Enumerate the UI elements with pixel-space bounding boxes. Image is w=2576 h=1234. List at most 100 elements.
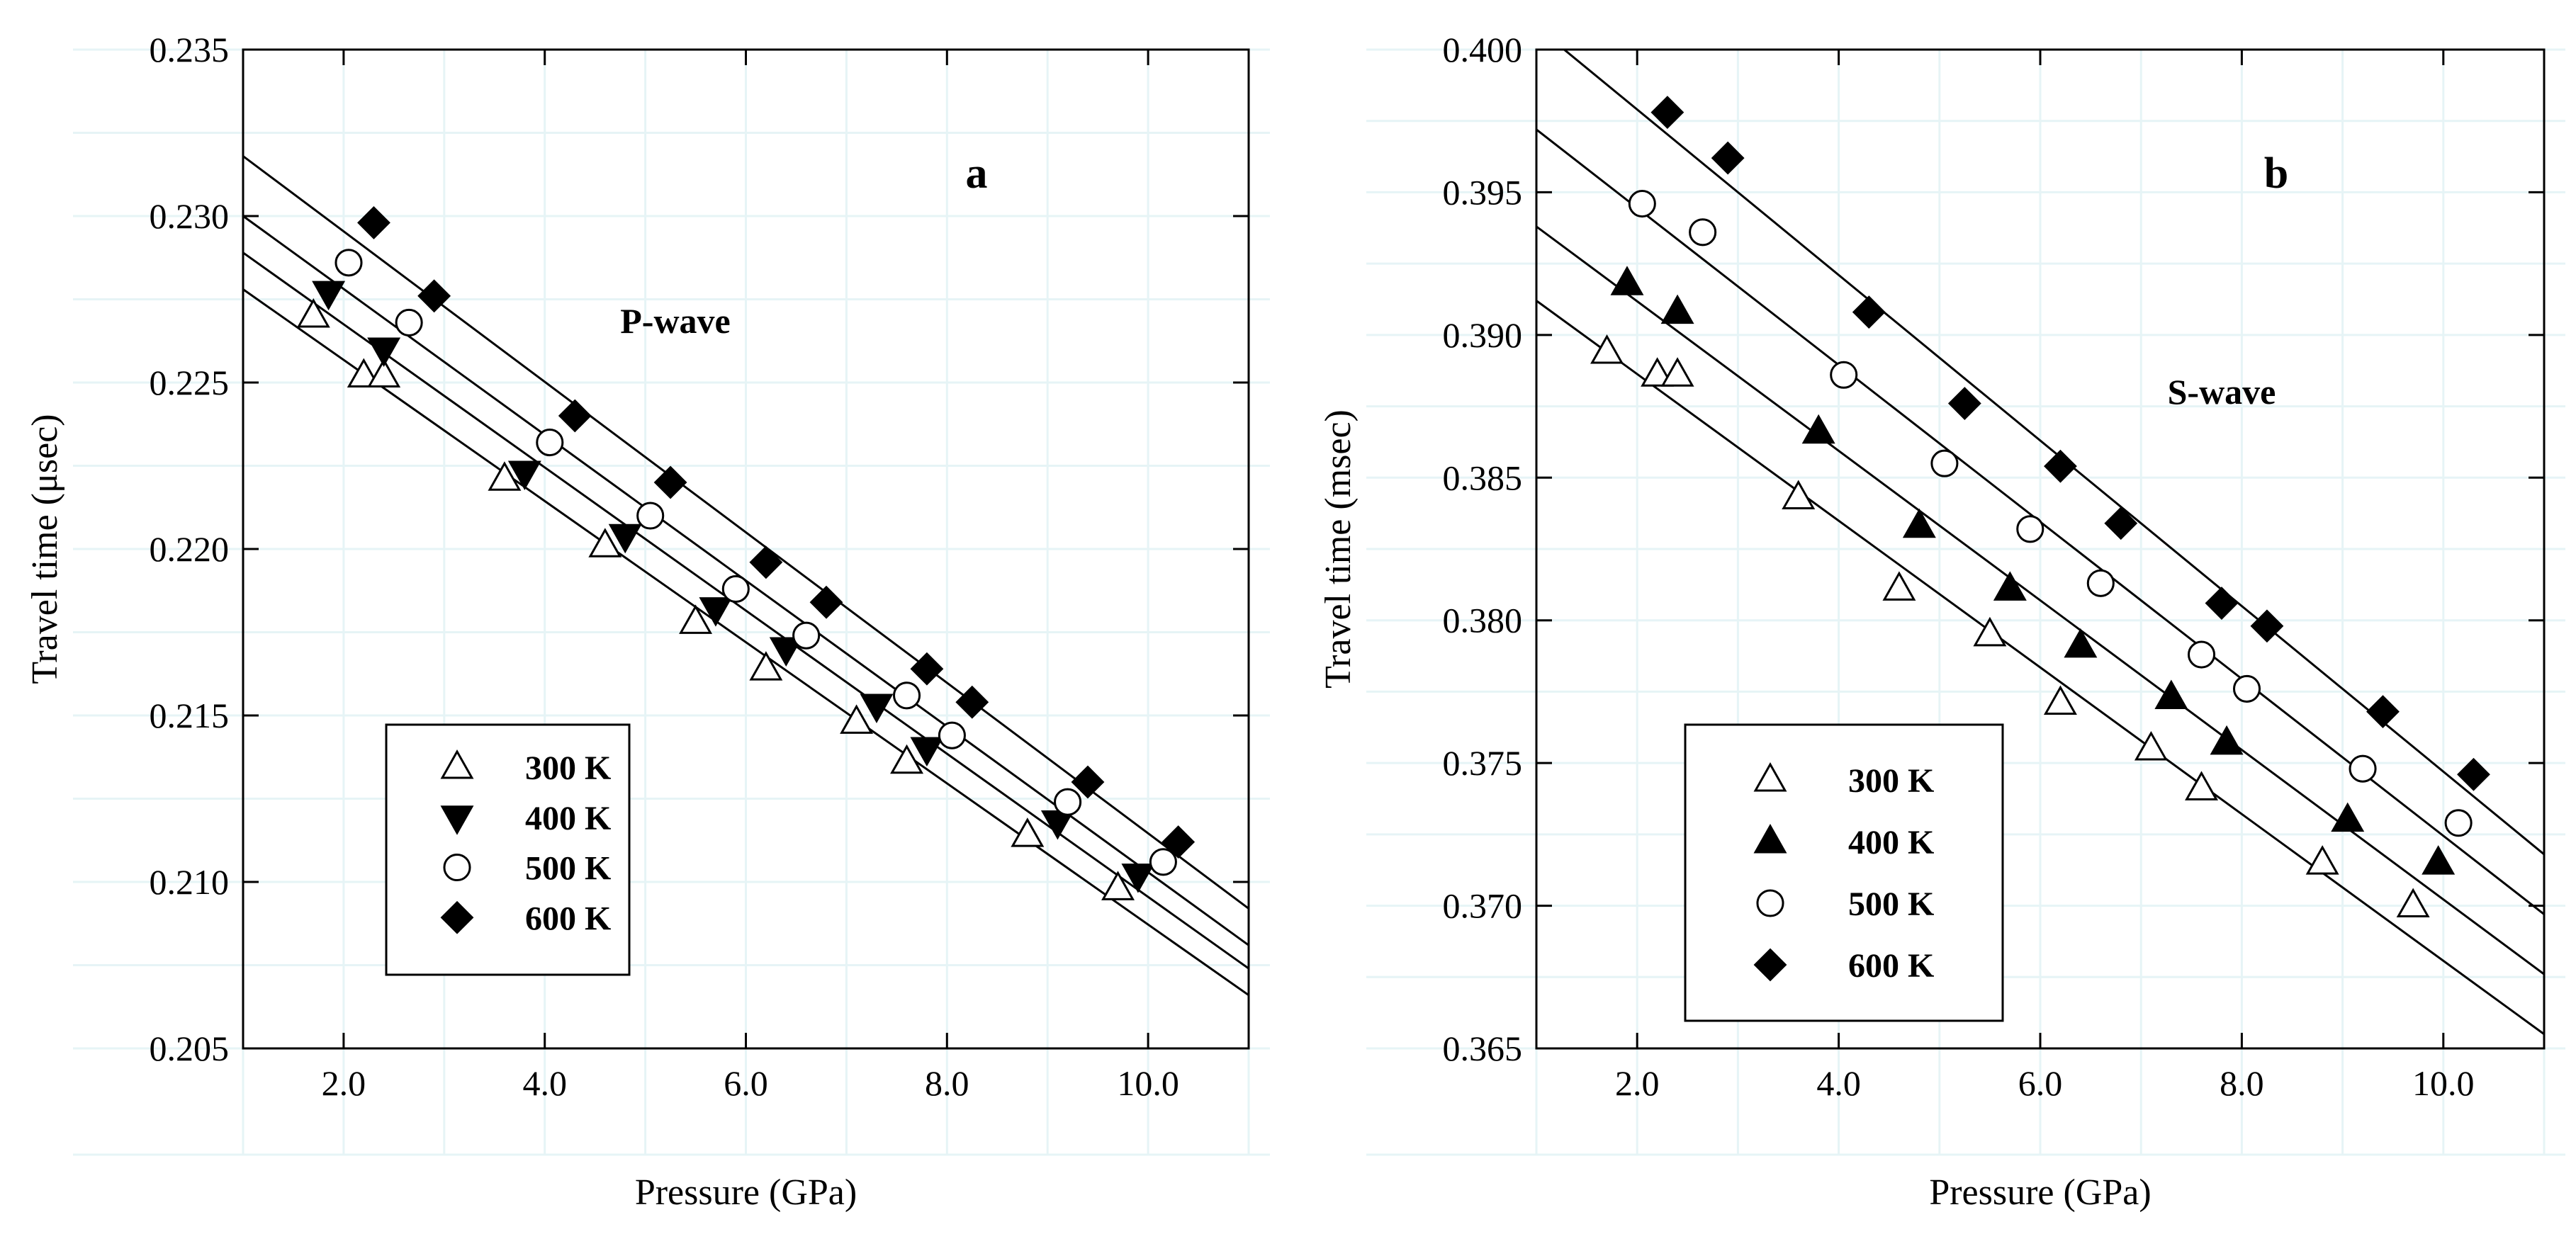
data-point bbox=[1149, 848, 1177, 876]
data-point bbox=[608, 523, 642, 554]
x-tick-label: 10.0 bbox=[1117, 1063, 1179, 1103]
data-point bbox=[749, 545, 783, 579]
data-point bbox=[2457, 757, 2490, 791]
y-axis-label: Travel time (μsec) bbox=[25, 414, 65, 684]
series-500k bbox=[1628, 190, 2473, 837]
series-600k bbox=[1650, 96, 2490, 791]
series-500k bbox=[334, 249, 1177, 876]
data-point bbox=[840, 704, 874, 734]
data-point bbox=[955, 685, 989, 719]
legend-marker bbox=[443, 853, 471, 882]
data-point bbox=[2305, 845, 2339, 875]
x-tick-label: 8.0 bbox=[2220, 1063, 2264, 1103]
x-tick-label: 8.0 bbox=[925, 1063, 969, 1103]
data-point bbox=[417, 279, 451, 313]
series-600k bbox=[357, 205, 1196, 859]
data-point bbox=[507, 460, 541, 490]
y-tick-label: 0.235 bbox=[150, 30, 230, 69]
data-point bbox=[488, 461, 522, 491]
legend-label: 500 K bbox=[1848, 885, 1934, 923]
x-tick-label: 10.0 bbox=[2412, 1063, 2475, 1103]
series-400k bbox=[312, 281, 1155, 893]
data-point bbox=[1162, 825, 1196, 859]
legend: 300 K 400 K 500 K 600 K bbox=[1684, 723, 2004, 1022]
y-tick-label: 0.210 bbox=[150, 862, 230, 902]
data-point bbox=[910, 652, 944, 686]
legend: 300 K 400 K 500 K 600 K bbox=[385, 723, 631, 976]
data-point bbox=[296, 298, 330, 328]
data-point bbox=[2016, 515, 2045, 543]
data-point bbox=[2043, 685, 2077, 715]
data-point bbox=[1993, 571, 2027, 601]
data-point bbox=[679, 604, 713, 634]
legend-marker bbox=[1753, 823, 1787, 854]
data-point bbox=[1121, 864, 1155, 893]
legend-marker bbox=[1753, 948, 1787, 982]
data-point bbox=[588, 528, 622, 557]
data-point bbox=[769, 637, 803, 667]
y-tick-label: 0.230 bbox=[150, 196, 230, 236]
y-axis: 0.365 0.370 0.375 0.380 0.385 0.390 0.395 0.400 bbox=[1443, 30, 2544, 1068]
x-tick-label: 6.0 bbox=[724, 1063, 768, 1103]
data-point bbox=[2064, 628, 2098, 658]
data-point bbox=[558, 399, 592, 433]
data-point bbox=[312, 281, 346, 311]
data-point bbox=[1930, 449, 1959, 477]
data-point bbox=[367, 358, 401, 388]
data-point bbox=[1852, 295, 1886, 329]
data-point bbox=[910, 737, 944, 767]
data-point bbox=[2205, 587, 2239, 620]
y-tick-label: 0.395 bbox=[1443, 172, 1523, 212]
data-point bbox=[2366, 695, 2400, 729]
data-point bbox=[699, 597, 733, 627]
panel-b: 0.365 0.370 0.375 0.380 0.385 0.390 0.395 0.400… bbox=[1318, 30, 2565, 1213]
data-point bbox=[1660, 294, 1694, 324]
data-point bbox=[2185, 771, 2218, 800]
fit-line bbox=[1536, 300, 2544, 1036]
data-point bbox=[809, 585, 843, 619]
y-tick-label: 0.385 bbox=[1443, 458, 1523, 497]
x-axis-label: Pressure (GPa) bbox=[635, 1172, 857, 1213]
series-400k bbox=[1610, 266, 2456, 875]
series-300k bbox=[1590, 334, 2430, 918]
data-point bbox=[347, 358, 381, 388]
data-point bbox=[893, 681, 921, 710]
data-point bbox=[2104, 506, 2138, 540]
data-point bbox=[1947, 387, 1981, 420]
data-point bbox=[1650, 96, 1684, 130]
data-point bbox=[890, 744, 924, 774]
x-tick-label: 4.0 bbox=[522, 1063, 567, 1103]
x-axis-label: Pressure (GPa) bbox=[1929, 1172, 2151, 1213]
data-point bbox=[792, 621, 821, 650]
data-point bbox=[2210, 725, 2244, 755]
data-point bbox=[749, 651, 783, 681]
data-point bbox=[1830, 361, 1858, 389]
y-tick-label: 0.380 bbox=[1443, 601, 1523, 640]
y-axis-label: Travel time (msec) bbox=[1318, 409, 1359, 689]
legend-label: 400 K bbox=[525, 800, 611, 837]
data-point bbox=[636, 502, 665, 530]
data-point bbox=[1973, 616, 2007, 647]
legend-marker bbox=[440, 749, 474, 779]
wave-type-label: P-wave bbox=[620, 301, 731, 341]
data-point bbox=[395, 308, 423, 336]
data-point bbox=[536, 429, 564, 457]
legend-label: 400 K bbox=[1848, 824, 1934, 861]
y-tick-label: 0.370 bbox=[1443, 886, 1523, 926]
legend-marker bbox=[1753, 762, 1787, 792]
data-point bbox=[2154, 679, 2188, 709]
data-point bbox=[2134, 730, 2168, 761]
legend-label: 300 K bbox=[525, 749, 611, 787]
x-axis: 2.0 4.0 6.0 8.0 10.0 bbox=[1615, 50, 2475, 1103]
data-point bbox=[1801, 414, 1835, 444]
x-tick-label: 4.0 bbox=[1816, 1063, 1861, 1103]
data-point bbox=[1610, 266, 1644, 295]
legend-label: 600 K bbox=[1848, 947, 1934, 985]
legend-marker bbox=[1756, 889, 1784, 917]
data-point bbox=[1590, 334, 1624, 364]
data-point bbox=[1882, 571, 1916, 601]
legend-box bbox=[385, 723, 631, 976]
data-point bbox=[2187, 640, 2216, 669]
y-axis: 0.205 0.210 0.215 0.220 0.225 0.230 0.235 bbox=[150, 30, 1249, 1068]
